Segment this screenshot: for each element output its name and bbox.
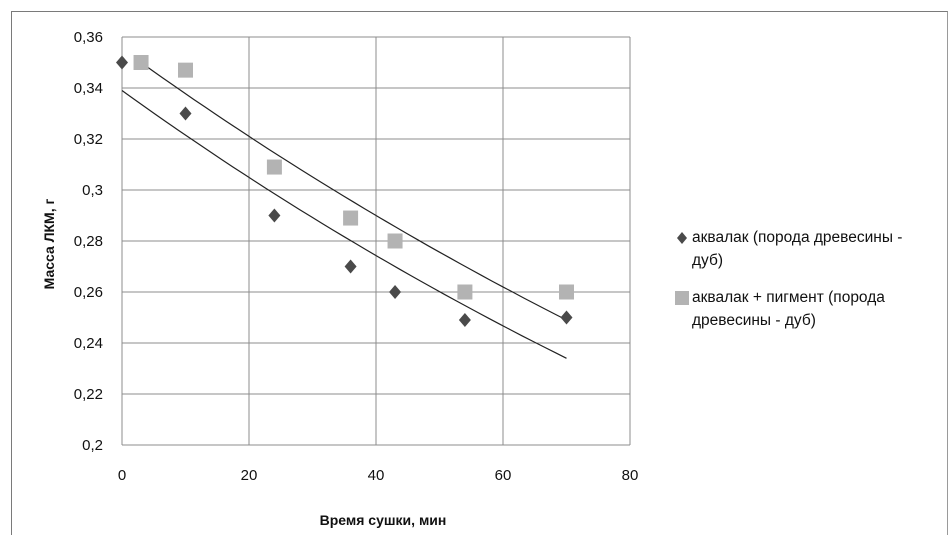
- legend-label-series-1: аквалак (порода древесины - дуб): [692, 226, 902, 272]
- trendline-series-1: [121, 90, 567, 359]
- square-point: [387, 233, 403, 249]
- legend: аквалак (порода древесины - дуб) аквалак…: [675, 226, 947, 346]
- square-marker-icon: [675, 291, 689, 305]
- y-tick-label: 0,36: [74, 29, 103, 46]
- square-point: [266, 159, 282, 175]
- y-tick-label: 0,32: [74, 131, 103, 148]
- square-point: [343, 210, 359, 226]
- data-points: [116, 55, 574, 328]
- legend-label-line: древесины - дуб): [692, 312, 816, 329]
- diamond-point: [344, 259, 357, 274]
- x-tick-labels: 0 20 40 60 80: [118, 467, 639, 484]
- y-tick-label: 0,24: [74, 335, 103, 352]
- y-tick-label: 0,26: [74, 284, 103, 301]
- trendlines: [121, 62, 567, 359]
- x-tick-label: 60: [495, 467, 512, 484]
- diamond-point: [179, 106, 192, 121]
- y-axis-title: Масса ЛКМ, г: [41, 198, 57, 289]
- legend-label-line: дуб): [692, 252, 724, 269]
- trendline-series-2: [140, 62, 567, 321]
- x-axis-title: Время сушки, мин: [320, 512, 447, 528]
- y-tick-label: 0,28: [74, 233, 103, 250]
- diamond-point: [389, 285, 402, 299]
- square-point: [457, 284, 473, 300]
- diamond-point: [458, 313, 471, 328]
- x-tick-label: 40: [368, 467, 385, 484]
- x-tick-label: 0: [118, 467, 126, 484]
- legend-label-series-2: аквалак + пигмент (порода древесины - ду…: [692, 286, 885, 332]
- y-tick-label: 0,22: [74, 386, 103, 403]
- x-tick-label: 20: [241, 467, 258, 484]
- y-tick-label: 0,34: [74, 80, 103, 97]
- x-tick-label: 80: [622, 467, 639, 484]
- legend-item-series-2: аквалак + пигмент (порода древесины - ду…: [675, 286, 947, 332]
- legend-item-series-1: аквалак (порода древесины - дуб): [675, 226, 947, 272]
- y-tick-label: 0,3: [82, 182, 103, 199]
- diamond-point: [116, 55, 128, 70]
- square-point: [133, 55, 149, 70]
- diamond-point: [560, 310, 573, 325]
- y-tick-label: 0,2: [82, 437, 103, 454]
- legend-label-line: аквалак + пигмент (порода: [692, 289, 885, 306]
- legend-label-line: аквалак (порода древесины -: [692, 229, 903, 246]
- y-tick-labels: 0,2 0,22 0,24 0,26 0,28 0,3 0,32 0,34 0,36: [74, 29, 103, 454]
- vertical-gridlines: [121, 37, 631, 445]
- square-point: [559, 284, 574, 300]
- chart-frame: [11, 11, 948, 535]
- square-point: [178, 62, 193, 78]
- diamond-marker-icon: [675, 231, 689, 245]
- diamond-point: [268, 208, 281, 223]
